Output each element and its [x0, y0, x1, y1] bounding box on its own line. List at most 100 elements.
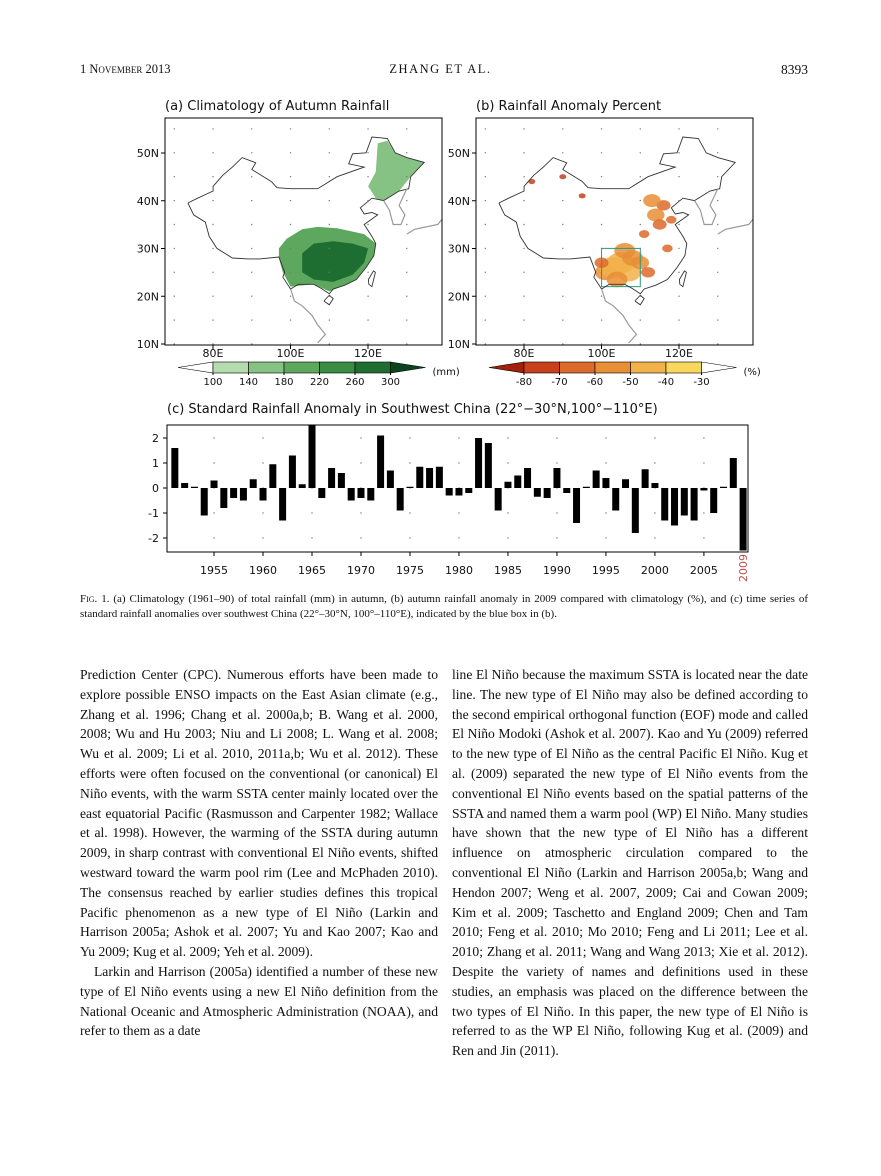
- grid-dot: [212, 271, 214, 273]
- grid-dot: [360, 537, 362, 539]
- panel-title: (a) Climatology of Autumn Rainfall: [165, 99, 389, 114]
- island: [678, 270, 687, 288]
- colorbar-label: -70: [551, 377, 567, 388]
- grid-dot: [409, 462, 411, 464]
- grid-dot: [639, 295, 641, 297]
- x-tick-label: 1985: [494, 564, 522, 577]
- grid-dot: [445, 200, 446, 201]
- bar: [563, 488, 571, 493]
- coastline: [290, 288, 327, 344]
- grid-dot: [639, 128, 641, 130]
- colorbar-segment: [665, 361, 702, 374]
- lon-label: 120E: [665, 347, 693, 360]
- grid-dot: [406, 271, 408, 273]
- grid-dot: [703, 437, 705, 439]
- lon-label: 100E: [588, 347, 616, 360]
- map: [173, 128, 446, 345]
- colorbar-label: -80: [516, 377, 532, 388]
- grid-dot: [523, 343, 525, 345]
- grid-dot: [523, 128, 525, 130]
- bar: [269, 464, 277, 488]
- grid-dot: [507, 437, 509, 439]
- x-tick-label: 1965: [298, 564, 326, 577]
- grid-dot: [213, 512, 215, 514]
- grid-dot: [289, 319, 292, 321]
- grid-dot: [756, 272, 757, 273]
- bar: [710, 488, 718, 513]
- x-tick-label: 2005: [690, 564, 718, 577]
- bar: [514, 475, 522, 488]
- bar: [465, 488, 473, 493]
- lat-label: 50N: [137, 147, 159, 160]
- grid-dot: [445, 343, 446, 344]
- bar: [455, 488, 463, 496]
- grid-dot: [406, 199, 408, 202]
- grid-dot: [406, 223, 408, 226]
- grid-dot: [328, 128, 330, 130]
- grid-dot: [445, 272, 446, 273]
- grid-dot: [173, 176, 175, 178]
- grid-dot: [562, 271, 564, 273]
- grid-dot: [406, 295, 408, 297]
- running-authors: ZHANG ET AL.: [389, 62, 492, 76]
- grid-dot: [600, 128, 603, 130]
- y-tick-label: 0: [152, 482, 159, 495]
- grid-dot: [639, 223, 641, 226]
- grid-dot: [367, 152, 369, 154]
- figure-caption: Fig. 1. (a) Climatology (1961–90) of tot…: [80, 592, 808, 622]
- colorbar-segment: [594, 361, 631, 374]
- bar: [582, 486, 590, 488]
- x-tick-label: 1990: [543, 564, 571, 577]
- bar: [249, 479, 257, 488]
- map-body: [173, 128, 446, 345]
- grid-dot: [173, 152, 175, 154]
- grid-dot: [717, 343, 719, 345]
- grid-dot: [523, 223, 525, 226]
- bar: [416, 466, 424, 488]
- grid-dot: [678, 128, 680, 130]
- grid-dot: [289, 223, 292, 226]
- grid-dot: [360, 437, 362, 439]
- colorbar-label: -50: [622, 377, 638, 388]
- colorbar-end: [177, 361, 214, 374]
- right-column: line El Niño because the maximum SSTA is…: [452, 665, 808, 1061]
- lon-label: 80E: [514, 347, 535, 360]
- grid-dot: [212, 247, 214, 250]
- colorbar-label: 220: [310, 377, 329, 388]
- bar: [631, 488, 639, 533]
- grid-dot: [213, 462, 215, 464]
- colorbar-label: 100: [203, 377, 222, 388]
- lat-label: 20N: [137, 290, 159, 303]
- grid-dot: [600, 343, 603, 345]
- y-tick-label: 1: [152, 457, 159, 470]
- grid-dot: [289, 295, 292, 297]
- grid-dot: [717, 152, 719, 154]
- grid-dot: [289, 271, 292, 273]
- grid-dot: [523, 295, 525, 297]
- bar: [377, 435, 385, 488]
- grid-dot: [756, 128, 757, 129]
- grid-dot: [678, 223, 680, 226]
- grid-dot: [328, 152, 330, 154]
- grid-dot: [367, 199, 369, 202]
- grid-dot: [445, 128, 446, 129]
- caption-text: (a) Climatology (1961–90) of total rainf…: [80, 593, 808, 620]
- grid-dot: [445, 152, 446, 153]
- lat-label: 40N: [448, 195, 470, 208]
- grid-dot: [523, 319, 525, 321]
- grid-dot: [717, 223, 719, 226]
- colorbar-segment: [630, 361, 667, 374]
- grid-dot: [251, 176, 253, 178]
- grid-dot: [445, 296, 446, 297]
- grid-dot: [605, 537, 607, 539]
- bar: [671, 488, 679, 526]
- grid-dot: [458, 512, 460, 514]
- grid-dot: [562, 128, 564, 130]
- grid-dot: [484, 223, 486, 226]
- grid-dot: [367, 128, 369, 130]
- grid-dot: [523, 176, 525, 178]
- grid-dot: [756, 152, 757, 153]
- grid-dot: [639, 271, 641, 273]
- grid-dot: [406, 152, 408, 154]
- grid-dot: [484, 176, 486, 178]
